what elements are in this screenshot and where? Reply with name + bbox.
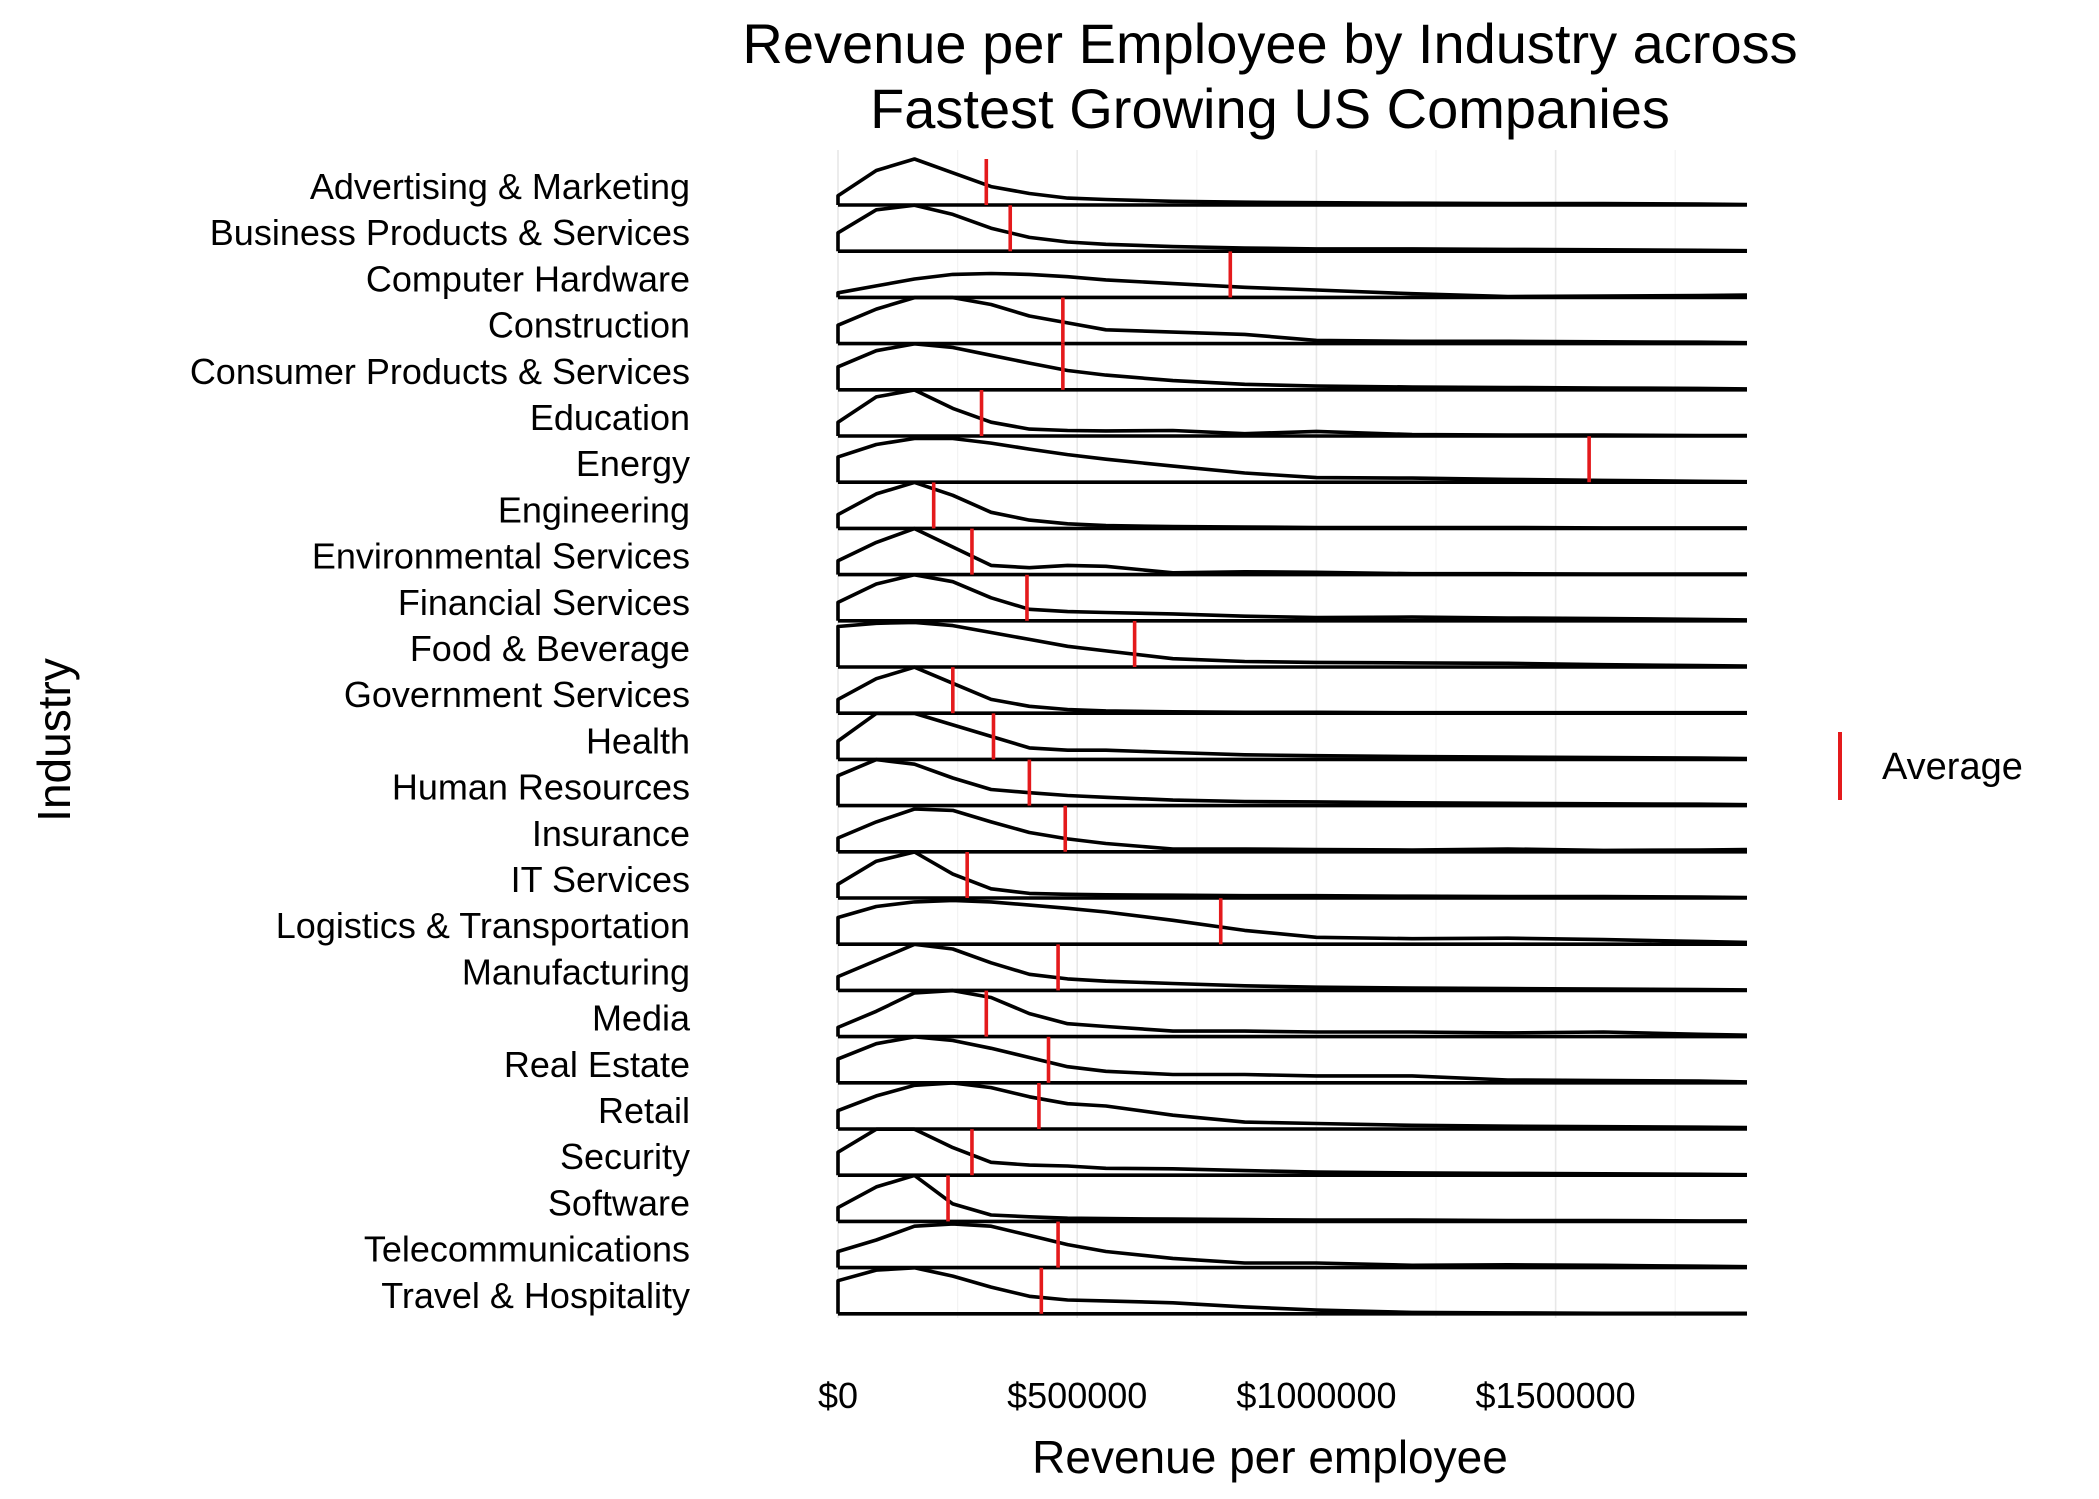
y-tick-label-manufacturing: Manufacturing	[462, 951, 690, 992]
y-tick-label-computer-hardware: Computer Hardware	[366, 258, 690, 299]
y-tick-label-environmental-services: Environmental Services	[312, 536, 690, 577]
y-tick-label-insurance: Insurance	[532, 813, 690, 854]
density-curve-manufacturing	[836, 942, 1748, 992]
density-curve-construction	[836, 295, 1748, 345]
density-curve-media	[836, 988, 1748, 1037]
y-tick-label-advertising-marketing: Advertising & Marketing	[310, 166, 690, 207]
density-curve-real-estate	[836, 1035, 1748, 1084]
density-curve-financial-services	[836, 573, 1748, 622]
x-tick-label: $500000	[1007, 1375, 1147, 1416]
density-curve-computer-hardware	[836, 271, 1748, 299]
y-tick-label-logistics-transportation: Logistics & Transportation	[276, 905, 690, 946]
y-tick-label-consumer-products-services: Consumer Products & Services	[190, 351, 690, 392]
legend: Average	[1838, 732, 2023, 800]
y-tick-label-food-beverage: Food & Beverage	[410, 628, 690, 669]
y-tick-label-business-products-services: Business Products & Services	[210, 212, 690, 253]
y-tick-label-retail: Retail	[598, 1090, 690, 1131]
y-tick-label-energy: Energy	[576, 443, 690, 484]
y-tick-label-travel-hospitality: Travel & Hospitality	[381, 1275, 690, 1316]
grid-lines	[837, 150, 1676, 1318]
x-tick-label: $0	[818, 1375, 858, 1416]
density-curve-it-services	[836, 850, 1748, 900]
y-tick-label-health: Health	[586, 720, 690, 761]
x-tick-labels: $0 $500000 $1000000 $1500000	[818, 1375, 1636, 1416]
y-tick-label-it-services: IT Services	[511, 859, 690, 900]
ridges	[836, 157, 1748, 1316]
density-curve-education	[836, 388, 1747, 438]
density-curve-telecommunications	[836, 1222, 1748, 1269]
y-tick-label-government-services: Government Services	[344, 674, 690, 715]
y-tick-label-telecommunications: Telecommunications	[364, 1229, 690, 1270]
y-tick-label-engineering: Engineering	[498, 489, 690, 530]
density-curve-consumer-products-services	[836, 342, 1748, 391]
density-curve-advertising-marketing	[836, 157, 1748, 207]
y-tick-label-human-resources: Human Resources	[392, 767, 690, 808]
chart-title: Revenue per Employee by Industry across …	[742, 12, 1797, 140]
density-curve-engineering	[836, 480, 1747, 530]
y-tick-label-financial-services: Financial Services	[398, 582, 690, 623]
y-tick-labels: Advertising & Marketing Business Products…	[190, 166, 691, 1316]
x-tick-label: $1000000	[1236, 1375, 1396, 1416]
chart-title-line-2: Fastest Growing US Companies	[870, 77, 1670, 140]
density-curve-energy	[836, 436, 1748, 484]
y-tick-label-education: Education	[530, 397, 690, 438]
x-tick-label: $1500000	[1476, 1375, 1636, 1416]
density-curve-environmental-services	[836, 526, 1747, 576]
density-curve-travel-hospitality	[836, 1266, 1747, 1316]
density-curve-security	[836, 1127, 1748, 1177]
y-tick-label-security: Security	[560, 1136, 690, 1177]
density-curve-insurance	[836, 807, 1748, 853]
legend-average-label: Average	[1882, 746, 2023, 788]
y-tick-label-real-estate: Real Estate	[504, 1044, 690, 1085]
density-curve-logistics-transportation	[836, 898, 1748, 945]
y-axis-label: Industry	[28, 658, 80, 822]
density-curve-software	[836, 1173, 1747, 1223]
y-tick-label-media: Media	[592, 998, 691, 1039]
density-curve-food-beverage	[836, 620, 1748, 668]
density-curve-government-services	[836, 665, 1747, 715]
x-axis-label: Revenue per employee	[1032, 1431, 1508, 1483]
chart-title-line-1: Revenue per Employee by Industry across	[742, 12, 1797, 75]
density-curve-health	[836, 711, 1748, 761]
y-tick-label-software: Software	[548, 1182, 690, 1223]
density-curve-business-products-services	[836, 203, 1748, 253]
density-curve-retail	[836, 1081, 1748, 1130]
density-curve-human-resources	[836, 757, 1748, 807]
y-tick-label-construction: Construction	[488, 305, 690, 346]
